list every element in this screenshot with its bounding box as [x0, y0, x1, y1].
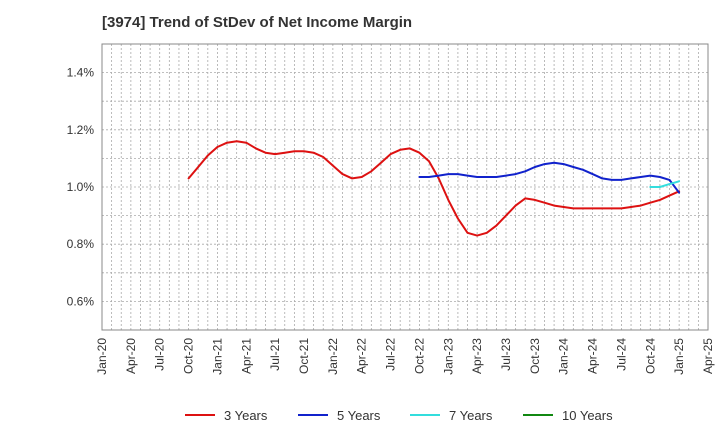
x-tick-label: Jul-22 — [384, 338, 398, 371]
x-axis: Jan-20 Apr-20 Jul-20 Oct-20 Jan-21 Apr-21 Jul-… — [95, 338, 715, 375]
plot-area — [101, 43, 709, 331]
legend-label-5-years: 5 Years — [337, 408, 381, 423]
y-tick-label: 1.4% — [67, 66, 95, 80]
x-tick-label: Jan-25 — [672, 338, 686, 375]
x-tick-label: Jan-24 — [557, 338, 571, 375]
x-tick-label: Jan-23 — [441, 338, 455, 375]
x-tick-label: Apr-21 — [239, 338, 253, 374]
y-tick-label: 0.8% — [67, 237, 95, 251]
series-group — [187, 140, 681, 237]
x-tick-label: Oct-20 — [182, 338, 196, 374]
series-line-5-years — [418, 161, 681, 194]
x-tick-label: Jan-20 — [95, 338, 109, 375]
grid — [101, 44, 709, 330]
x-tick-label: Jul-23 — [499, 338, 513, 371]
y-tick-label: 0.6% — [67, 294, 95, 308]
x-tick-label: Oct-24 — [643, 338, 657, 374]
x-tick-label: Apr-22 — [355, 338, 369, 374]
x-tick-label: Oct-22 — [412, 338, 426, 374]
x-tick-label: Jul-20 — [153, 338, 167, 371]
y-tick-label: 1.2% — [67, 123, 95, 137]
legend: 3 Years 5 Years 7 Years 10 Years — [185, 408, 613, 423]
x-tick-label: Apr-23 — [470, 338, 484, 374]
legend-label-10-years: 10 Years — [562, 408, 613, 423]
y-tick-label: 1.0% — [67, 180, 95, 194]
x-tick-label: Apr-24 — [586, 338, 600, 374]
x-tick-label: Oct-23 — [528, 338, 542, 374]
x-tick-label: Oct-21 — [297, 338, 311, 374]
legend-label-7-years: 7 Years — [449, 408, 493, 423]
chart-title: [3974] Trend of StDev of Net Income Marg… — [102, 14, 413, 31]
legend-label-3-years: 3 Years — [224, 408, 268, 423]
series-line-3-years — [187, 140, 681, 237]
x-tick-label: Apr-20 — [124, 338, 138, 374]
series-line-7-years — [649, 180, 681, 188]
x-tick-label: Jul-24 — [614, 338, 628, 371]
x-tick-label: Jan-22 — [326, 338, 340, 375]
x-tick-label: Jan-21 — [210, 338, 224, 375]
x-tick-label: Apr-25 — [701, 338, 715, 374]
y-axis: 0.6% 0.8% 1.0% 1.2% 1.4% — [67, 66, 95, 309]
x-tick-label: Jul-21 — [268, 338, 282, 371]
